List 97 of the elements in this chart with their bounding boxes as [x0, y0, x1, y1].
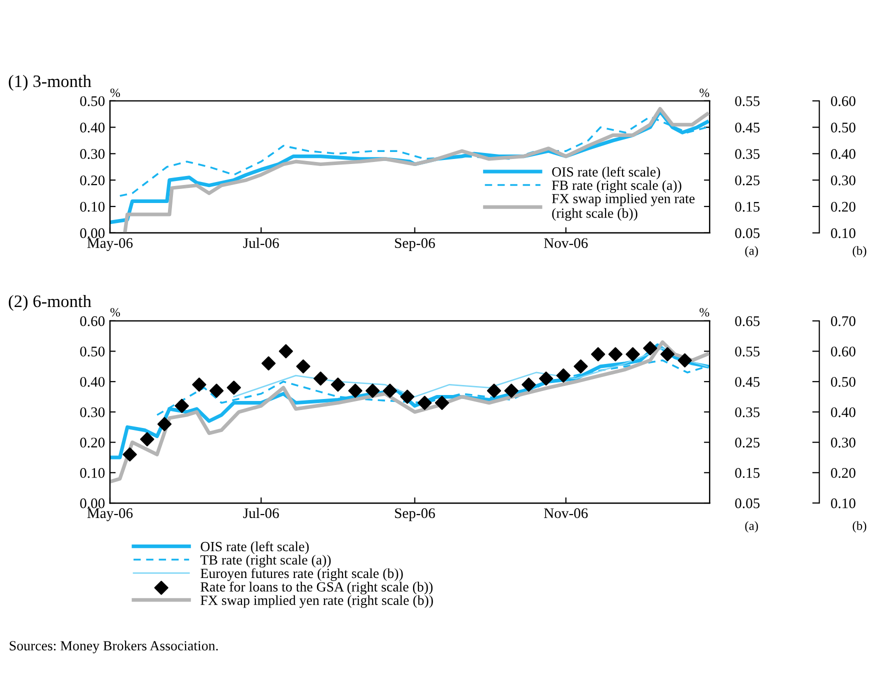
y-tick-label: 0.10 — [80, 468, 105, 478]
y-tick-label: 0.40 — [80, 122, 105, 133]
text: (a) — [745, 246, 758, 258]
y3-tick-label: 0.30 — [830, 438, 856, 448]
y3-tick-label: 0.60 — [830, 96, 856, 106]
line-series — [110, 340, 709, 484]
point — [122, 447, 137, 462]
point — [330, 378, 345, 392]
y-tick-label: 0.50 — [80, 96, 105, 106]
y3-tick-label: 0.40 — [830, 407, 856, 418]
y2-tick-label: 0.05 — [735, 498, 760, 508]
y-tick-label: 0.40 — [80, 376, 105, 387]
text: (b) — [852, 246, 866, 258]
y2-tick-label: 0.55 — [735, 96, 760, 106]
y2-tick-label: 0.35 — [735, 149, 760, 159]
point — [209, 384, 224, 398]
text: (a) — [745, 521, 758, 533]
legend-label: OIS rate (left scale) — [552, 166, 660, 180]
y3-tick-label: 0.50 — [830, 376, 856, 387]
point — [591, 347, 606, 362]
x-tick-label: Jul-06 — [243, 508, 279, 518]
legend-label: TB rate (right scale (a)) — [200, 554, 331, 568]
legend-label: OIS rate (left scale) — [200, 541, 309, 554]
y2-tick-label: 0.25 — [735, 175, 760, 186]
point — [626, 347, 640, 362]
y2-tick-label: 0.65 — [735, 316, 760, 326]
x-tick-label: Sep-06 — [395, 508, 435, 522]
chart-title: (2) 6-month — [8, 294, 92, 311]
y-tick-label: 0.10 — [80, 202, 105, 212]
point — [192, 378, 206, 392]
point — [278, 344, 293, 358]
y-tick-label: 0.00 — [80, 498, 105, 508]
y3-tick-label: 0.10 — [830, 498, 856, 508]
point — [643, 341, 658, 356]
point — [678, 353, 692, 368]
point — [486, 384, 502, 398]
point — [608, 347, 623, 362]
y-tick-label: 0.30 — [80, 149, 105, 159]
point — [434, 396, 450, 410]
point — [660, 347, 675, 362]
text: (b) — [852, 521, 866, 533]
y-tick-label: 0.00 — [80, 228, 105, 238]
y-tick-label: 0.20 — [80, 438, 105, 448]
y3-tick-label: 0.20 — [830, 202, 856, 212]
point — [418, 396, 432, 410]
y2-axis-title: % — [700, 308, 710, 317]
y-axis-title: % — [110, 308, 120, 317]
y2-tick-label: 0.25 — [735, 438, 760, 448]
point — [366, 384, 380, 398]
point — [348, 384, 362, 398]
y2-tick-label: 0.45 — [735, 376, 760, 387]
legend-label: Euroyen futures rate (right scale (b)) — [200, 568, 403, 581]
y3-tick-label: 0.10 — [830, 228, 856, 238]
point — [556, 368, 570, 383]
y2-tick-label: 0.05 — [735, 228, 760, 238]
point — [539, 372, 554, 386]
source-note: Sources: Money Brokers Association. — [10, 640, 218, 654]
point — [296, 359, 310, 374]
y2-tick-label: 0.15 — [735, 468, 760, 478]
legend-label: FB rate (right scale (a)) — [552, 180, 682, 193]
legend-label: Rate for loans to the GSA (right scale (b)) — [200, 582, 433, 594]
y3-tick-label: 0.40 — [830, 149, 856, 159]
y2-axis-title: % — [700, 88, 710, 98]
point — [382, 384, 398, 398]
point — [140, 432, 154, 446]
y-axis-title: % — [110, 88, 120, 98]
y2-tick-label: 0.45 — [735, 122, 760, 133]
point — [226, 380, 241, 395]
point — [174, 398, 189, 413]
y-tick-label: 0.50 — [80, 346, 105, 357]
y2-tick-label: 0.55 — [735, 346, 760, 357]
y3-tick-label: 0.50 — [830, 122, 856, 133]
y-tick-label: 0.20 — [80, 175, 105, 186]
y-tick-label: 0.30 — [80, 407, 105, 418]
chart-title: (1) 3-month — [8, 74, 92, 91]
y2-tick-label: 0.15 — [735, 202, 760, 212]
legend-label: FX swap implied yen rate (right scale (b)) — [200, 595, 433, 608]
x-tick-label: May-06 — [87, 508, 133, 522]
point — [262, 356, 276, 370]
point — [522, 378, 536, 392]
point — [157, 417, 172, 432]
y3-tick-label: 0.60 — [830, 346, 856, 357]
x-tick-label: May-06 — [87, 238, 133, 251]
point — [400, 390, 414, 404]
y3-tick-label: 0.70 — [830, 316, 856, 326]
y3-tick-label: 0.30 — [830, 175, 856, 186]
y3-tick-label: 0.20 — [830, 468, 856, 478]
x-tick-label: Jul-06 — [243, 238, 279, 248]
point — [504, 384, 518, 398]
x-tick-label: Nov-06 — [544, 508, 588, 518]
legend-label: FX swap implied yen rate (right scale (b)) — [552, 194, 695, 221]
x-tick-label: Nov-06 — [544, 238, 588, 248]
point — [314, 372, 328, 386]
point — [574, 359, 588, 374]
x-tick-label: Sep-06 — [395, 238, 435, 251]
y2-tick-label: 0.35 — [735, 407, 760, 418]
y-tick-label: 0.60 — [80, 316, 105, 326]
